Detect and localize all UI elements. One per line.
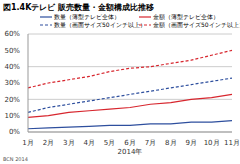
svg-text:20%: 20% — [8, 96, 20, 104]
svg-text:60%: 60% — [8, 30, 20, 38]
svg-text:40%: 40% — [8, 63, 20, 71]
svg-text:3月: 3月 — [63, 139, 74, 147]
svg-text:5月: 5月 — [104, 139, 115, 147]
svg-text:0%: 0% — [9, 128, 20, 136]
svg-text:2月: 2月 — [43, 139, 54, 147]
html-text:図1.4Kテレビ 販売数量・金額構成比推移: 図1.4Kテレビ 販売数量・金額構成比推移 — [3, 3, 155, 12]
svg-text:6月: 6月 — [124, 139, 135, 147]
html-text:BCN 2014: BCN 2014 — [3, 156, 28, 162]
svg-text:50%: 50% — [8, 47, 20, 55]
svg-text:2014年: 2014年 — [118, 148, 143, 156]
svg-text:9月: 9月 — [185, 139, 196, 147]
svg-text:11月: 11月 — [224, 139, 232, 147]
svg-text:1月: 1月 — [22, 139, 33, 147]
svg-text:4月: 4月 — [83, 139, 94, 147]
svg-text:10%: 10% — [8, 112, 20, 120]
svg-text:8月: 8月 — [165, 139, 176, 147]
html-text:金額（薄型テレビ全体）: 金額（薄型テレビ全体） — [153, 13, 219, 20]
svg-text:10月: 10月 — [204, 139, 220, 147]
svg-text:30%: 30% — [8, 79, 20, 87]
html-text:数量（薄型テレビ全体）: 数量（薄型テレビ全体） — [54, 13, 120, 20]
html-text:数量（画面サイズ50インチ以上）: 数量（画面サイズ50インチ以上） — [54, 21, 146, 28]
svg-text:7月: 7月 — [145, 139, 156, 147]
